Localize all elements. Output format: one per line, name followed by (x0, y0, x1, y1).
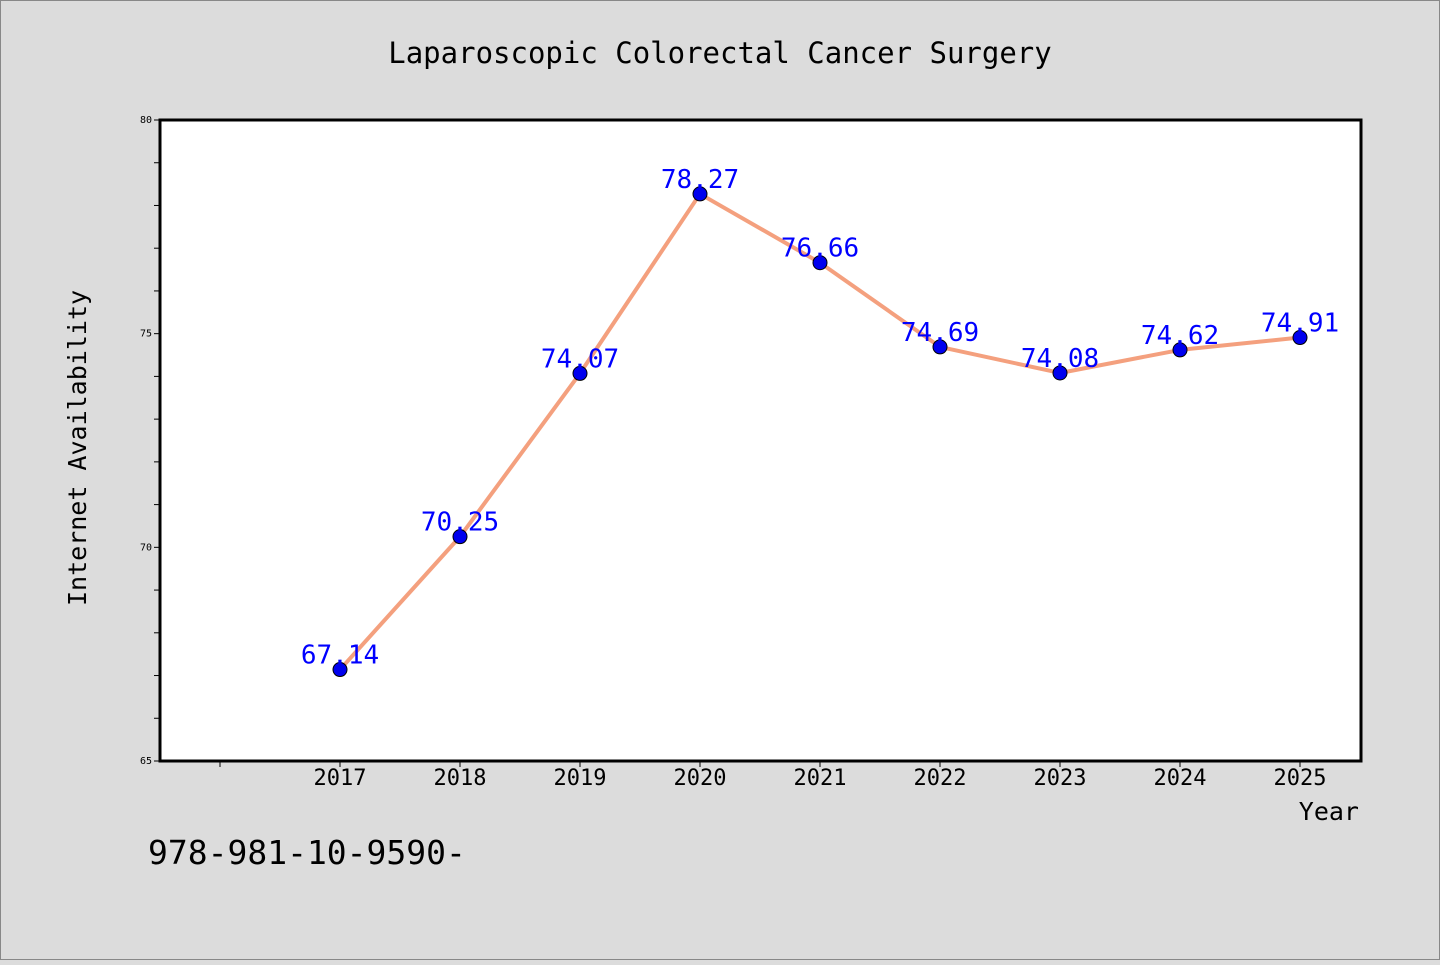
data-label: 76.66 (781, 234, 859, 264)
y-axis-label: Internet Availability (63, 290, 92, 606)
data-label: 74.69 (901, 318, 979, 348)
y-tick-label: 75 (140, 329, 152, 340)
y-tick-label: 65 (140, 756, 152, 767)
data-label: 74.62 (1141, 321, 1219, 351)
x-axis: 2017 2018 2019 2020 2021 2022 2023 2024 2025 (219, 761, 1327, 791)
data-label: 74.91 (1261, 309, 1339, 339)
data-point (332, 662, 348, 678)
y-tick-label: 70 (140, 542, 152, 553)
data-label: 70.25 (421, 508, 499, 538)
x-tick-label: 2018 (434, 766, 487, 791)
data-label: 74.07 (541, 344, 619, 374)
data-point (1172, 342, 1188, 358)
x-tick-label: 2021 (794, 766, 847, 791)
data-label: 67.14 (301, 641, 379, 671)
y-tick-label: 80 (140, 115, 152, 126)
data-labels: 67.14 70.25 74.07 78.27 76.66 74.69 74.08 74.62… (301, 165, 1339, 671)
data-point (452, 529, 468, 545)
data-label: 78.27 (661, 165, 739, 195)
data-label: 74.08 (1021, 344, 1099, 374)
x-tick-label: 2025 (1274, 766, 1327, 791)
y-axis: 65 70 75 80 (140, 115, 160, 767)
data-markers (332, 186, 1308, 678)
data-point (572, 365, 588, 381)
x-tick-label: 2024 (1154, 766, 1207, 791)
x-tick-label: 2020 (674, 766, 727, 791)
data-point (812, 255, 828, 271)
x-axis-label: Year (1299, 797, 1359, 826)
data-point (692, 186, 708, 202)
data-point (1052, 365, 1068, 381)
chart-title: Laparoscopic Colorectal Cancer Surgery (388, 36, 1051, 70)
x-tick-label: 2022 (914, 766, 967, 791)
footer-code: 978-981-10-9590- (148, 833, 466, 872)
x-tick-label: 2023 (1034, 766, 1087, 791)
data-point (1292, 330, 1308, 346)
x-tick-label: 2019 (554, 766, 607, 791)
data-point (932, 339, 948, 355)
x-tick-label: 2017 (314, 766, 367, 791)
